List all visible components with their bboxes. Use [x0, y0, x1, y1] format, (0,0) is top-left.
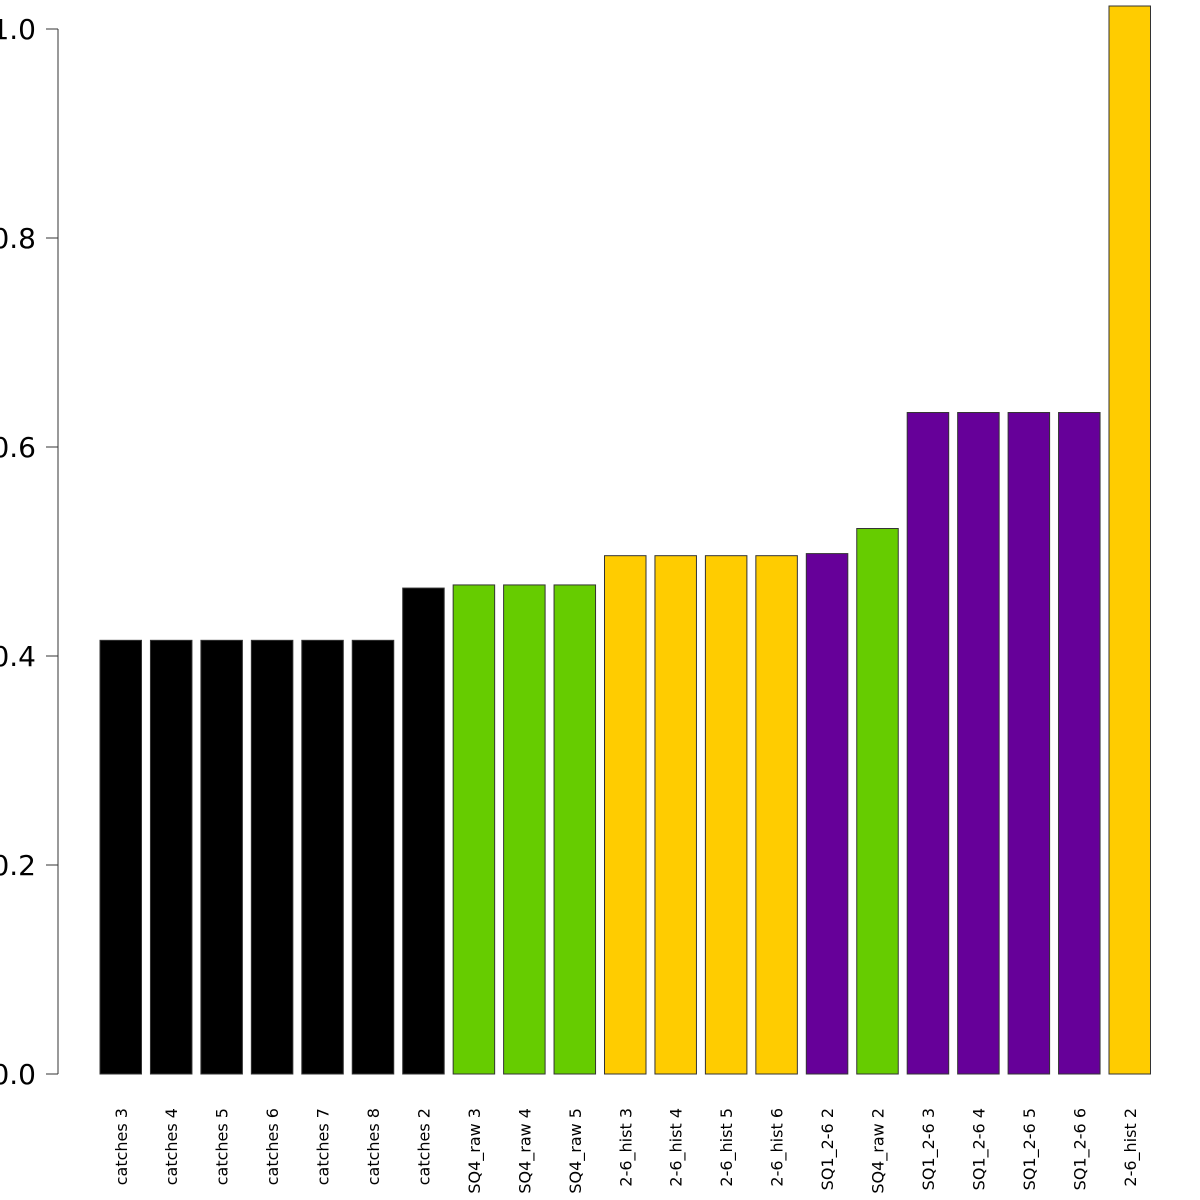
bar — [856, 528, 899, 1075]
x-tick-label: 2-6_hist 2 — [1121, 1108, 1141, 1187]
x-tick-label: 2-6_hist 3 — [616, 1108, 636, 1187]
x-tick-label: SQ4_raw 5 — [566, 1108, 586, 1194]
bar — [99, 639, 142, 1075]
y-tick-label: 0.8 — [0, 222, 36, 255]
bar — [149, 639, 193, 1075]
y-tick-label: 0.6 — [0, 431, 36, 464]
bar — [351, 639, 395, 1075]
y-tick-label: 0.2 — [0, 849, 36, 882]
bar — [957, 412, 1000, 1075]
x-tick-label: SQ4_raw 2 — [869, 1108, 889, 1194]
bar — [553, 584, 597, 1075]
bar — [755, 555, 798, 1075]
bar — [503, 584, 546, 1075]
x-tick-label: SQ4_raw 3 — [465, 1108, 485, 1194]
x-tick-label: SQ1_2-6 2 — [818, 1108, 838, 1190]
bar — [452, 584, 496, 1075]
x-tick-label: catches 5 — [213, 1108, 232, 1185]
x-tick-label: SQ1_2-6 4 — [969, 1108, 989, 1190]
x-tick-label: catches 8 — [364, 1108, 383, 1185]
bar — [402, 587, 445, 1075]
bar — [250, 639, 294, 1075]
bar — [805, 553, 849, 1075]
x-tick-label: 2-6_hist 5 — [717, 1108, 737, 1187]
bar — [1058, 412, 1101, 1075]
y-tick-label: 0.0 — [0, 1058, 36, 1091]
x-tick-label: SQ1_2-6 5 — [1020, 1108, 1040, 1190]
bar — [301, 639, 344, 1075]
x-tick-label: catches 4 — [162, 1108, 181, 1185]
x-tick-label: 2-6_hist 4 — [667, 1108, 687, 1187]
bar — [1007, 412, 1051, 1075]
x-tick-label: 2-6_hist 6 — [768, 1108, 788, 1187]
x-tick-label: SQ1_2-6 3 — [919, 1108, 939, 1190]
y-tick-label: 0.4 — [0, 640, 36, 673]
bar — [654, 555, 697, 1075]
x-tick-label: catches 2 — [414, 1108, 433, 1185]
x-tick-label: catches 6 — [263, 1108, 282, 1185]
bars — [99, 5, 1151, 1075]
bar — [1108, 5, 1151, 1075]
x-tick-label: catches 3 — [112, 1108, 131, 1185]
bar — [604, 555, 647, 1075]
x-axis-labels: catches 3 catches 4 catches 5 catches 6 catc… — [112, 1108, 1141, 1194]
bar — [906, 412, 950, 1075]
y-axis: 0.0 0.2 0.4 0.6 0.8 1.0 — [0, 13, 59, 1091]
y-tick-label: 1.0 — [0, 13, 36, 46]
bar — [200, 639, 243, 1075]
x-tick-label: SQ4_raw 4 — [515, 1108, 535, 1194]
x-tick-label: catches 7 — [314, 1108, 333, 1185]
bar — [704, 555, 748, 1075]
x-tick-label: SQ1_2-6 6 — [1070, 1108, 1090, 1190]
